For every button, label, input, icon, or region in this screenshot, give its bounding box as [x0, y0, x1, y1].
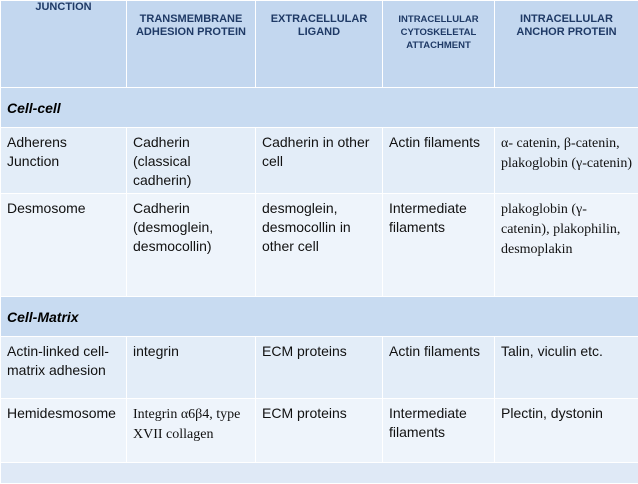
table-row: Hemidesmosome Integrin α6β4, type XVII c… — [1, 399, 638, 463]
anchor-protein-text: plakoglobin (γ-catenin), plakophilin, de… — [501, 202, 620, 257]
header-intracellular-cytoskeletal-attachment: INTRACELLULAR CYTOSKELETAL ATTACHMENT — [383, 1, 495, 88]
footer-row — [1, 463, 638, 484]
header-transmembrane-adhesion-protein: TRANSMEMBRANE ADHESION PROTEIN — [127, 1, 256, 88]
junction-cell: Adherens Junction — [1, 128, 127, 194]
table-row: Actin-linked cell-matrix adhesion integr… — [1, 337, 638, 399]
section-row-cell-cell: Cell-cell — [1, 88, 638, 128]
section-title: Cell-cell — [1, 88, 638, 116]
cytoskeletal-attachment-cell: Intermediate filaments — [383, 194, 495, 297]
section-title: Cell-Matrix — [1, 297, 638, 325]
header-intracellular-anchor-protein: INTRACELLULAR ANCHOR PROTEIN — [495, 1, 638, 88]
junction-cell: Actin-linked cell-matrix adhesion — [1, 337, 127, 399]
junction-cell: Desmosome — [1, 194, 127, 297]
anchor-protein-text: α- catenin, β-catenin, plakoglobin (γ-ca… — [501, 136, 632, 171]
ligand-cell: ECM proteins — [256, 337, 383, 399]
header-row: JUNCTION TRANSMEMBRANE ADHESION PROTEIN … — [1, 1, 638, 88]
table-row: Desmosome Cadherin (desmoglein, desmocol… — [1, 194, 638, 297]
anchor-protein-cell: Talin, viculin etc. — [495, 337, 638, 399]
ligand-cell: ECM proteins — [256, 399, 383, 463]
adhesion-protein-cell: integrin — [127, 337, 256, 399]
junction-cell: Hemidesmosome — [1, 399, 127, 463]
table-row: Adherens Junction Cadherin (classical ca… — [1, 128, 638, 194]
adhesion-protein-cell: Integrin α6β4, type XVII collagen — [127, 399, 256, 463]
adhesion-protein-cell: Cadherin (desmoglein, desmocollin) — [127, 194, 256, 297]
ligand-cell: Cadherin in other cell — [256, 128, 383, 194]
cytoskeletal-attachment-cell: Actin filaments — [383, 337, 495, 399]
anchor-protein-cell: Plectin, dystonin — [495, 399, 638, 463]
anchor-protein-cell: plakoglobin (γ-catenin), plakophilin, de… — [495, 194, 638, 297]
adhesion-protein-cell: Cadherin (classical cadherin) — [127, 128, 256, 194]
header-extracellular-ligand: EXTRACELLULAR LIGAND — [256, 1, 383, 88]
section-row-cell-matrix: Cell-Matrix — [1, 297, 638, 337]
cytoskeletal-attachment-cell: Actin filaments — [383, 128, 495, 194]
cytoskeletal-attachment-cell: Intermediate filaments — [383, 399, 495, 463]
anchor-protein-cell: α- catenin, β-catenin, plakoglobin (γ-ca… — [495, 128, 638, 194]
adhesion-protein-text: Integrin α6β4, type XVII collagen — [133, 407, 240, 442]
ligand-cell: desmoglein, desmocollin in other cell — [256, 194, 383, 297]
header-junction: JUNCTION — [1, 1, 127, 88]
